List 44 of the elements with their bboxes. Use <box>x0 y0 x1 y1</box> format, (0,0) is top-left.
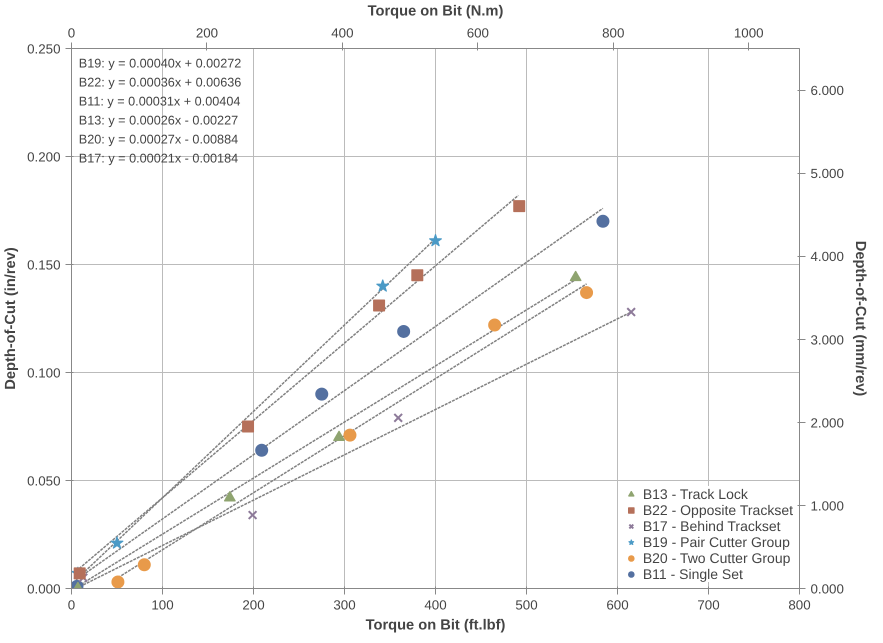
y-tick-label: 0.250 <box>27 42 61 56</box>
y-axis-title: Depth-of-Cut (in/rev) <box>3 247 20 390</box>
y2-tick-label: 3.000 <box>810 332 844 348</box>
y2-tick-label: 6.000 <box>810 83 844 98</box>
x-tick-label: 800 <box>788 598 811 612</box>
x-tick-label: 400 <box>424 598 447 612</box>
y2-axis-title: Depth-of-Cut (mm/rev) <box>852 240 868 396</box>
x2-tick-label: 400 <box>331 26 354 40</box>
annotation: B20: y = 0.00027x - 0.00884 <box>78 132 238 146</box>
x-axis-title: Torque on Bit (ft.lbf) <box>366 618 506 634</box>
annotation: B17: y = 0.00021x - 0.00184 <box>78 152 238 166</box>
x-tick-label: 600 <box>606 598 629 612</box>
x-tick-label: 100 <box>151 598 174 612</box>
annotation: B11: y = 0.00031x + 0.00404 <box>78 94 240 108</box>
legend-label: B20 - Two Cutter Group <box>642 550 790 566</box>
x2-tick-label: 800 <box>602 26 624 40</box>
legend-label: B11 - Single Set <box>642 566 743 582</box>
x-tick-label: 300 <box>333 598 356 612</box>
x2-tick-label: 1000 <box>734 26 764 40</box>
y2-tick-label: 0.000 <box>810 582 844 596</box>
y-tick-label: 0.000 <box>27 582 61 596</box>
y2-tick-label: 5.000 <box>810 166 844 182</box>
x2-tick-label: 600 <box>466 26 489 40</box>
legend-label: B19 - Pair Cutter Group <box>642 534 790 550</box>
x-tick-label: 700 <box>697 598 720 612</box>
y2-tick-label: 2.000 <box>810 415 844 430</box>
annotation: B13: y = 0.00026x - 0.00227 <box>78 114 238 128</box>
legend-label: B22 - Opposite Trackset <box>642 502 793 518</box>
x-tick-label: 0 <box>68 598 76 612</box>
y-tick-label: 0.200 <box>27 150 61 164</box>
x2-tick-label: 0 <box>68 26 76 40</box>
y-tick-label: 0.100 <box>27 366 61 380</box>
x-tick-label: 500 <box>515 598 538 612</box>
y2-tick-label: 4.000 <box>810 249 844 264</box>
x2-tick-label: 200 <box>196 26 218 40</box>
y2-tick-label: 1.000 <box>810 498 844 514</box>
annotation: B22: y = 0.00036x + 0.00636 <box>78 76 242 90</box>
legend-label: B17 - Behind Trackset <box>642 518 781 534</box>
y-tick-label: 0.150 <box>27 258 61 272</box>
legend-label: B13 - Track Lock <box>642 486 748 502</box>
x2-axis-title: Torque on Bit (N.m) <box>368 4 504 20</box>
y-tick-label: 0.050 <box>27 474 61 488</box>
x-tick-label: 200 <box>242 598 265 612</box>
annotation: B19: y = 0.00040x + 0.00272 <box>78 56 242 70</box>
